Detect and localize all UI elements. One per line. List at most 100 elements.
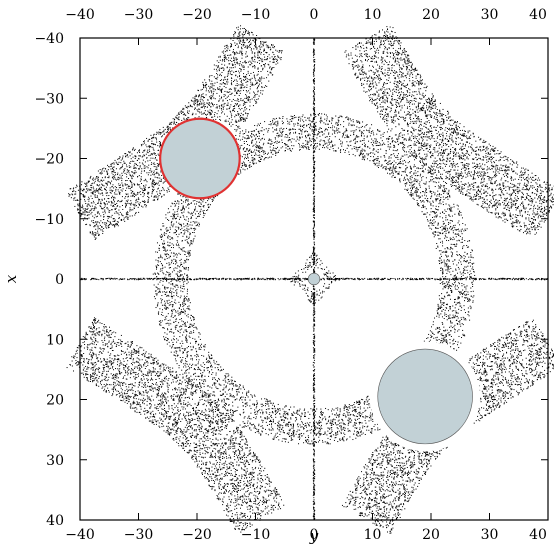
- orbit-point: [404, 159, 406, 161]
- orbit-point: [293, 430, 295, 432]
- orbit-point: [380, 165, 382, 167]
- orbit-point: [279, 117, 281, 119]
- orbit-point: [207, 207, 209, 209]
- orbit-point: [350, 140, 352, 142]
- orbit-point: [245, 131, 247, 133]
- orbit-point: [271, 140, 273, 142]
- orbit-point: [461, 276, 463, 278]
- orbit-point: [360, 432, 362, 434]
- orbit-point: [185, 268, 187, 270]
- orbit-point: [291, 138, 293, 140]
- orbit-point: [433, 216, 435, 218]
- orbit-point: [334, 126, 336, 128]
- orbit-point: [179, 350, 181, 352]
- orbit-point: [413, 183, 415, 185]
- orbit-point: [366, 136, 368, 138]
- orbit-point: [183, 267, 185, 269]
- orbit-point: [228, 398, 230, 400]
- orbit-point: [175, 321, 177, 322]
- orbit-point: [188, 253, 190, 255]
- orbit-point: [202, 362, 204, 364]
- orbit-point: [463, 309, 465, 311]
- orbit-point: [457, 341, 459, 343]
- orbit-point: [328, 132, 330, 134]
- orbit-point: [330, 422, 332, 424]
- orbit-point: [344, 404, 346, 406]
- orbit-point: [364, 156, 366, 158]
- orbit-point: [399, 142, 401, 144]
- orbit-point: [348, 414, 350, 416]
- orbit-point: [172, 216, 174, 218]
- orbit-point: [218, 364, 220, 366]
- orbit-point: [203, 370, 205, 372]
- orbit-point: [190, 323, 192, 325]
- orbit-point: [388, 148, 390, 150]
- orbit-point: [272, 145, 274, 147]
- orbit-point: [447, 196, 449, 198]
- orbit-point: [164, 339, 166, 341]
- orbit-point: [459, 303, 461, 305]
- orbit-point: [255, 418, 257, 420]
- orbit-point: [186, 334, 188, 336]
- orbit-point: [435, 215, 437, 217]
- orbit-point: [366, 416, 368, 418]
- orbit-point: [244, 399, 246, 401]
- orbit-point: [248, 136, 250, 138]
- orbit-point: [179, 313, 181, 315]
- orbit-point: [335, 130, 337, 132]
- orbit-point: [191, 240, 193, 242]
- orbit-point: [261, 156, 263, 158]
- orbit-point: [340, 140, 342, 142]
- orbit-point: [173, 252, 175, 254]
- orbit-point: [442, 268, 444, 270]
- orbit-point: [248, 416, 250, 418]
- orbit-point: [171, 220, 173, 222]
- orbit-point: [437, 308, 439, 310]
- orbit-point: [416, 175, 418, 177]
- orbit-point: [368, 404, 370, 406]
- orbit-point: [299, 148, 301, 150]
- orbit-point: [243, 140, 245, 142]
- orbit-point: [444, 309, 446, 311]
- orbit-point: [328, 138, 330, 140]
- orbit-point: [359, 400, 361, 402]
- orbit-point: [187, 220, 189, 222]
- orbit-point: [299, 149, 301, 151]
- orbit-point: [179, 304, 181, 306]
- orbit-point: [197, 369, 199, 371]
- orbit-point: [325, 128, 327, 130]
- orbit-point: [299, 437, 301, 439]
- orbit-point: [200, 385, 202, 387]
- orbit-point: [326, 441, 328, 443]
- orbit-point: [363, 135, 365, 137]
- orbit-point: [438, 327, 440, 329]
- orbit-point: [274, 414, 276, 416]
- orbit-point: [437, 246, 439, 248]
- orbit-point: [469, 276, 471, 278]
- orbit-point: [165, 305, 167, 307]
- orbit-point: [368, 420, 370, 422]
- orbit-point: [303, 409, 305, 411]
- orbit-point: [185, 376, 187, 378]
- orbit-point: [172, 316, 174, 318]
- orbit-point: [243, 411, 245, 413]
- orbit-point: [166, 291, 168, 293]
- orbit-point: [263, 159, 265, 161]
- orbit-point: [187, 306, 189, 308]
- orbit-point: [308, 133, 310, 135]
- orbit-point: [294, 420, 296, 422]
- orbit-point: [241, 165, 243, 167]
- orbit-point: [292, 439, 294, 441]
- orbit-point: [417, 167, 419, 169]
- orbit-point: [321, 130, 323, 132]
- orbit-point: [431, 176, 433, 178]
- orbit-point: [298, 118, 300, 120]
- orbit-point: [434, 212, 436, 213]
- orbit-point: [211, 357, 213, 359]
- orbit-point: [175, 327, 177, 329]
- orbit-point: [272, 421, 274, 423]
- orbit-point: [450, 225, 452, 227]
- orbit-point: [450, 247, 452, 249]
- orbit-point: [364, 150, 366, 152]
- orbit-point: [447, 294, 449, 296]
